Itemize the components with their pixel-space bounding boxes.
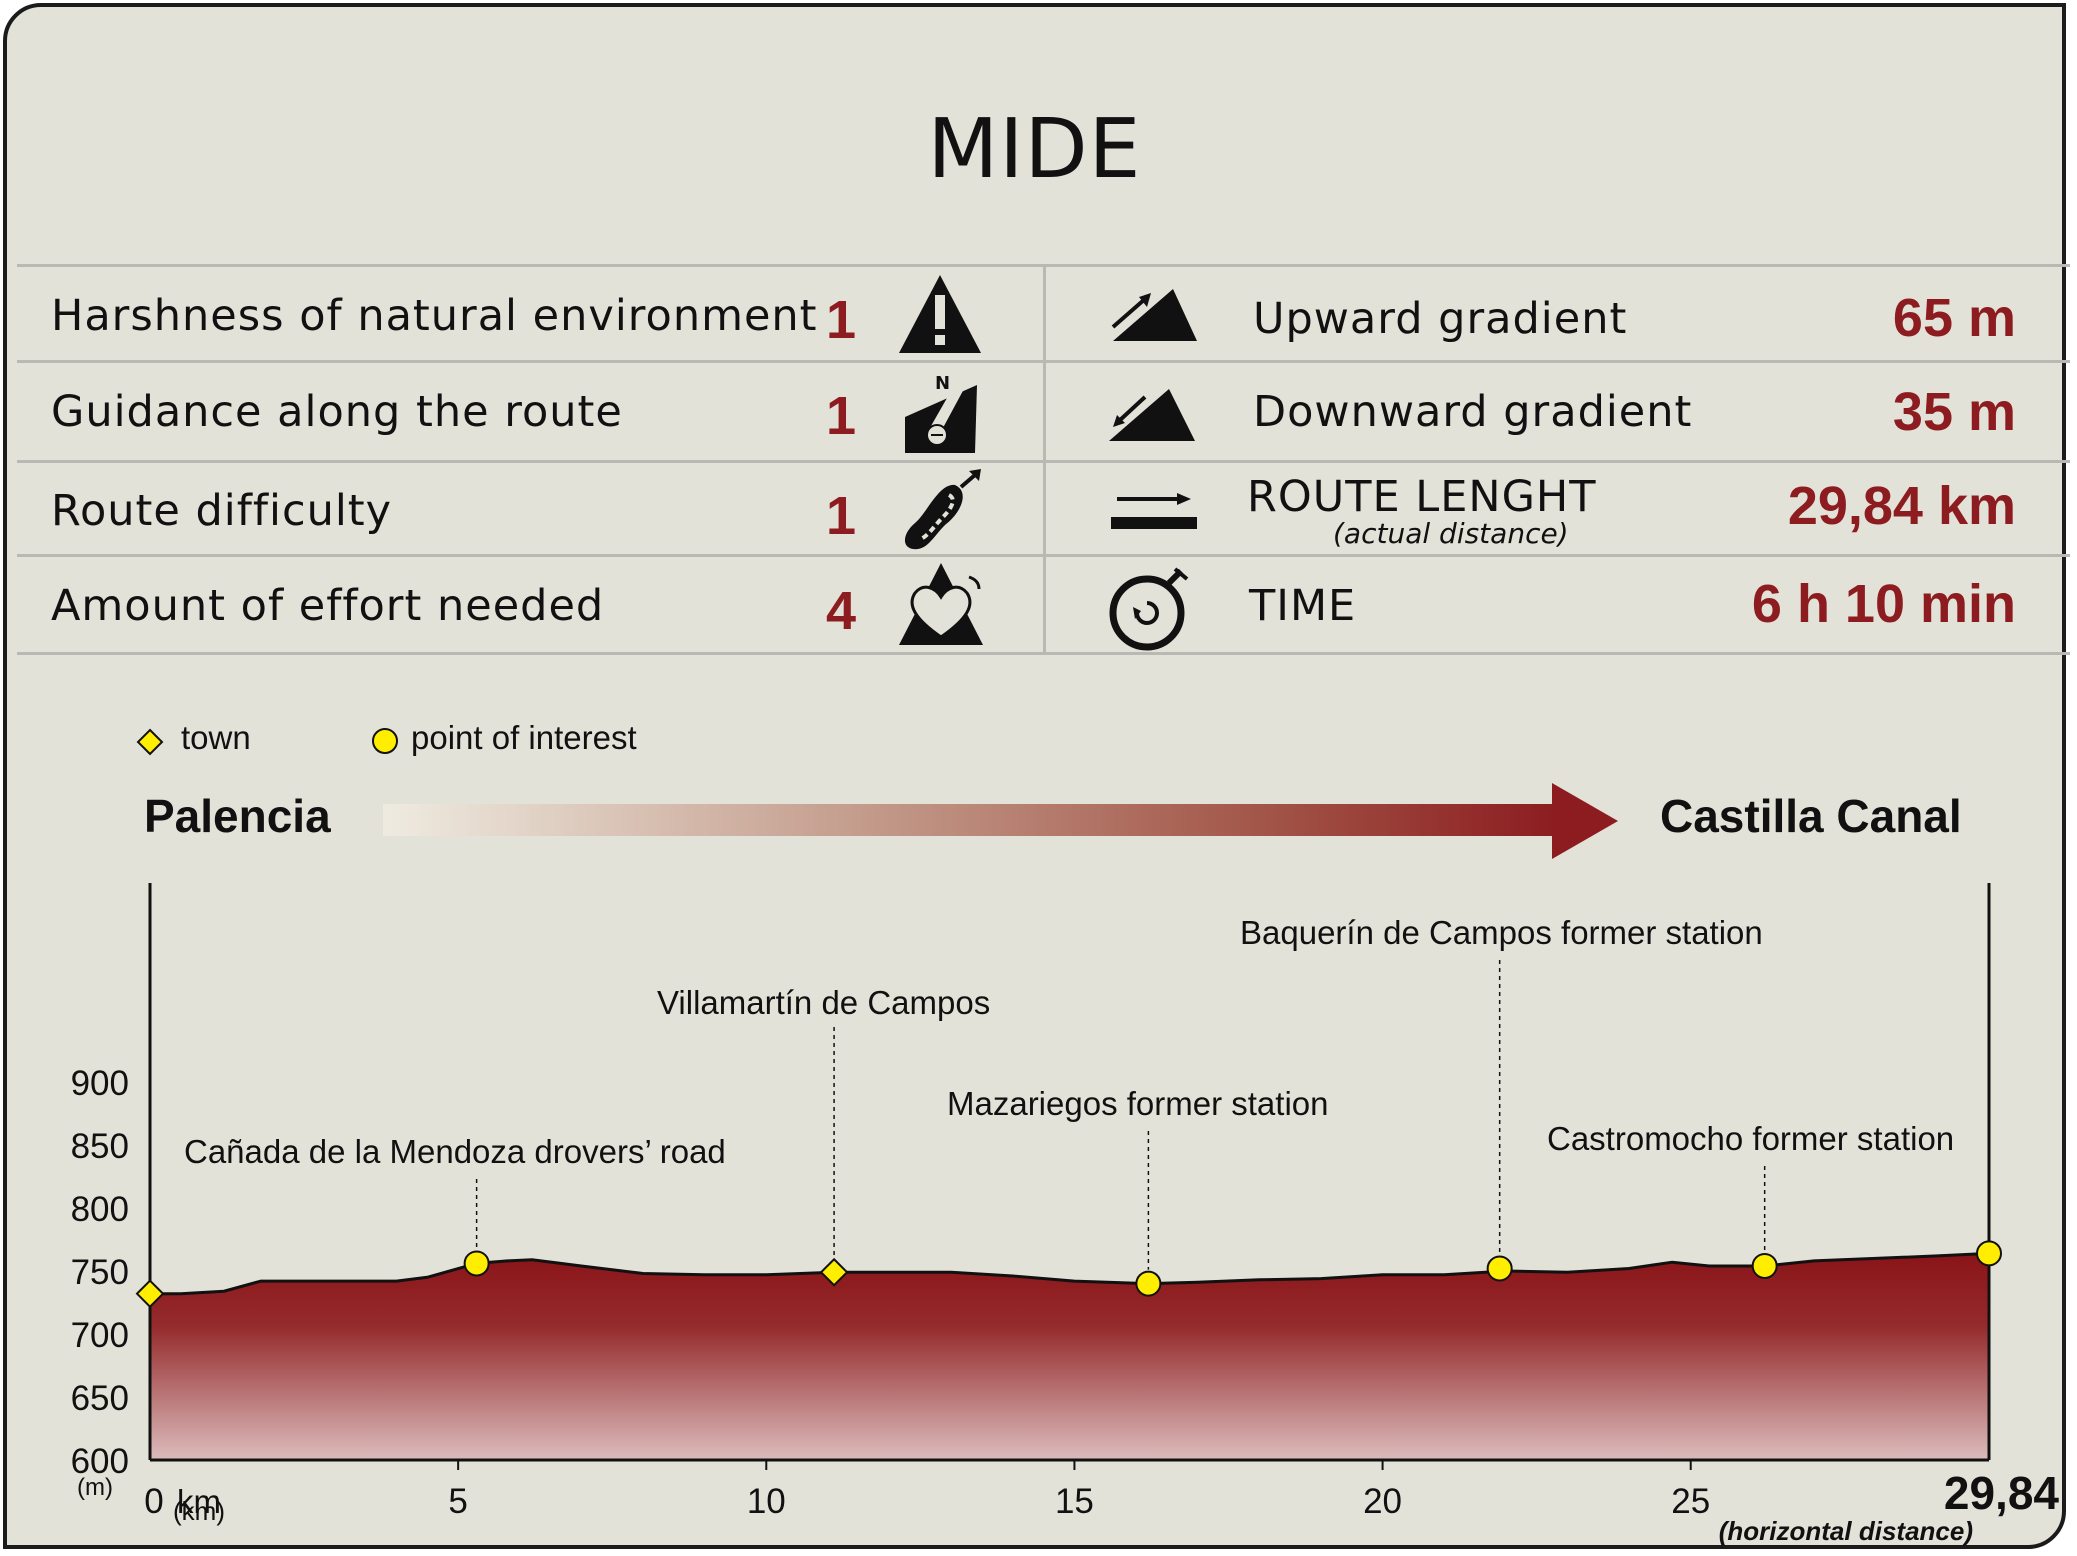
- mide-card: MIDE Harshness of natural environment 1 …: [3, 3, 2070, 1549]
- uphill-icon: [1111, 289, 1197, 341]
- poi-marker: [1751, 1252, 1778, 1279]
- point-label: Cañada de la Mendoza drovers’ road: [184, 1133, 726, 1170]
- point-label: Castromocho former station: [1547, 1120, 1954, 1157]
- distance-arrow-icon: [1111, 493, 1197, 529]
- y-tick-label: 700: [71, 1316, 129, 1355]
- route-end-label: Castilla Canal: [1660, 790, 1962, 842]
- poi-marker-icon: [372, 728, 398, 754]
- harshness-label: Harshness of natural environment: [51, 291, 818, 341]
- elevation-area: [150, 1253, 1989, 1460]
- y-tick-label: 900: [71, 1064, 129, 1103]
- x-tick-label: 15: [1055, 1482, 1094, 1521]
- poi-marker: [1976, 1240, 2002, 1267]
- y-tick-label: 650: [71, 1379, 129, 1418]
- heart-mountain-icon: [899, 563, 983, 645]
- x-tick-label: 10: [747, 1482, 786, 1521]
- upward-gradient-label: Upward gradient: [1253, 294, 1628, 344]
- total-distance-label: 29,84: [1944, 1467, 2060, 1519]
- x-tick-label: 20: [1363, 1482, 1402, 1521]
- y-tick-label: 850: [71, 1127, 129, 1166]
- difficulty-score: 1: [826, 486, 857, 546]
- horizontal-distance-label: (horizontal distance): [1719, 1516, 1973, 1546]
- downhill-icon: [1109, 389, 1195, 441]
- poi-marker: [463, 1250, 490, 1277]
- time-label: TIME: [1249, 581, 1357, 631]
- direction-arrow-shaft: [383, 804, 1558, 836]
- route-length-value: 29,84 km: [1787, 476, 2016, 536]
- stopwatch-icon: [1109, 567, 1189, 651]
- difficulty-label: Route difficulty: [51, 486, 393, 536]
- point-label: Mazariegos former station: [947, 1085, 1328, 1122]
- effort-label: Amount of effort needed: [51, 581, 605, 631]
- y-tick-label: 750: [71, 1253, 129, 1292]
- route-length-label: ROUTE LENGHT: [1247, 472, 1597, 522]
- table-column-divider: [1043, 265, 1046, 655]
- guidance-label: Guidance along the route: [51, 387, 623, 437]
- x-unit-label: km: [177, 1483, 221, 1520]
- warning-mountain-icon: [899, 275, 981, 353]
- town-marker: [819, 1257, 849, 1287]
- downward-gradient-value: 35 m: [1892, 382, 2016, 442]
- x-tick-label: 5: [448, 1482, 467, 1521]
- signpost-compass-icon: N: [905, 373, 977, 453]
- y-tick-label: 600: [71, 1442, 129, 1481]
- legend-poi-label: point of interest: [411, 719, 637, 756]
- y-tick-label: 800: [71, 1190, 129, 1229]
- x-tick-label: 0: [144, 1482, 163, 1521]
- elevation-line: [150, 1251, 1990, 1296]
- elevation-profile-chart: 600 650 700 750 800 850 900 0 5 10 15 20 25 km (m) (km)…: [71, 883, 2060, 1546]
- upward-gradient-value: 65 m: [1892, 288, 2016, 348]
- time-value: 6 h 10 min: [1751, 574, 2016, 634]
- point-label: Villamartín de Campos: [657, 984, 990, 1021]
- route-start-label: Palencia: [144, 790, 331, 842]
- route-length-sublabel: (actual distance): [1333, 517, 1569, 550]
- page-title: MIDE: [927, 102, 1142, 197]
- guidance-score: 1: [826, 386, 857, 446]
- downward-gradient-label: Downward gradient: [1253, 387, 1693, 437]
- direction-arrowhead-icon: [1552, 783, 1618, 859]
- footprint-icon: [904, 469, 981, 550]
- legend-town-label: town: [181, 719, 251, 756]
- svg-text:N: N: [935, 373, 950, 394]
- effort-score: 4: [826, 581, 857, 641]
- town-marker: [135, 1279, 165, 1309]
- poi-marker: [1135, 1270, 1162, 1297]
- harshness-score: 1: [826, 290, 857, 350]
- point-label: Baquerín de Campos former station: [1240, 914, 1763, 951]
- town-marker-icon: [136, 728, 164, 756]
- poi-marker: [1486, 1255, 1513, 1282]
- x-axis-unit-label: (km): [173, 1496, 225, 1526]
- y-axis-unit-label: (m): [77, 1474, 113, 1501]
- x-tick-label: 25: [1671, 1482, 1710, 1521]
